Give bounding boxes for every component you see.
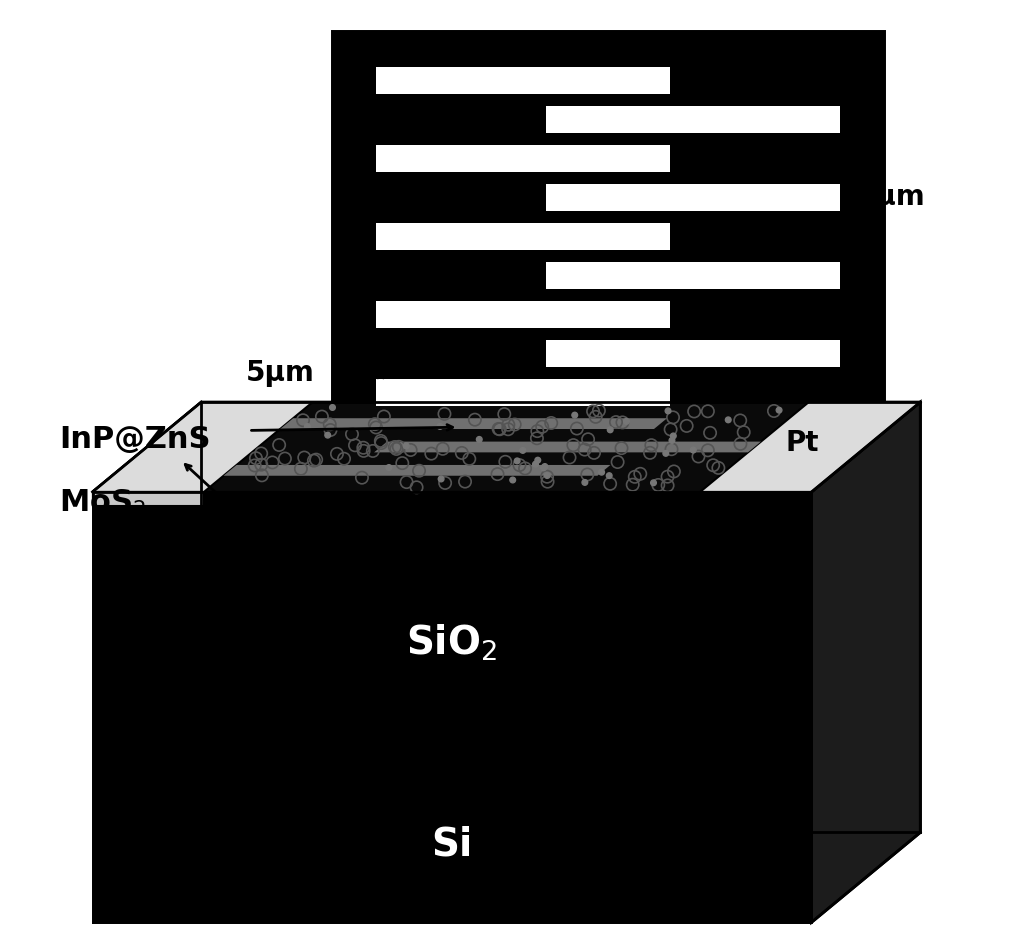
Bar (376, 145, 670, 172)
Bar (376, 379, 670, 406)
Polygon shape (811, 402, 920, 922)
Circle shape (599, 469, 605, 475)
Circle shape (325, 432, 331, 438)
Text: Pt: Pt (786, 429, 820, 457)
Circle shape (520, 447, 526, 453)
Polygon shape (92, 402, 313, 492)
Circle shape (330, 405, 336, 411)
Circle shape (509, 477, 516, 482)
Circle shape (671, 433, 676, 439)
Bar (354, 50, 862, 423)
Circle shape (540, 465, 546, 471)
Bar (546, 184, 840, 211)
Circle shape (670, 438, 675, 444)
Text: Si: Si (431, 826, 472, 864)
Bar (546, 262, 840, 289)
Circle shape (665, 408, 671, 413)
Circle shape (515, 458, 520, 464)
Polygon shape (92, 402, 920, 492)
Circle shape (690, 447, 696, 453)
Circle shape (572, 412, 577, 418)
Polygon shape (92, 402, 920, 492)
Circle shape (582, 480, 587, 485)
Bar (546, 341, 840, 367)
Circle shape (438, 424, 443, 429)
Bar (376, 67, 670, 94)
Circle shape (606, 473, 612, 479)
Circle shape (544, 473, 550, 479)
Bar (334, 33, 882, 440)
Polygon shape (374, 442, 761, 452)
Text: 2μm: 2μm (857, 184, 925, 212)
Circle shape (542, 464, 547, 469)
Circle shape (651, 480, 656, 485)
Polygon shape (700, 402, 920, 492)
Circle shape (776, 408, 782, 413)
Circle shape (725, 417, 731, 423)
Polygon shape (92, 492, 204, 506)
Bar (376, 223, 670, 250)
Circle shape (477, 436, 482, 442)
Circle shape (305, 424, 310, 429)
Circle shape (607, 427, 613, 432)
Text: InP@ZnS: InP@ZnS (60, 426, 211, 454)
Circle shape (663, 450, 669, 456)
Circle shape (439, 476, 444, 482)
Text: MoS$_2$: MoS$_2$ (60, 488, 147, 518)
Circle shape (535, 457, 540, 463)
Polygon shape (280, 418, 667, 429)
Polygon shape (92, 492, 811, 922)
Circle shape (404, 443, 409, 448)
Bar (376, 301, 670, 328)
Circle shape (533, 462, 538, 467)
Text: 5μm: 5μm (245, 359, 315, 387)
Bar (546, 106, 840, 132)
Circle shape (386, 464, 391, 470)
Text: SiO$_2$: SiO$_2$ (407, 622, 498, 663)
Circle shape (623, 418, 630, 424)
Polygon shape (224, 464, 610, 476)
